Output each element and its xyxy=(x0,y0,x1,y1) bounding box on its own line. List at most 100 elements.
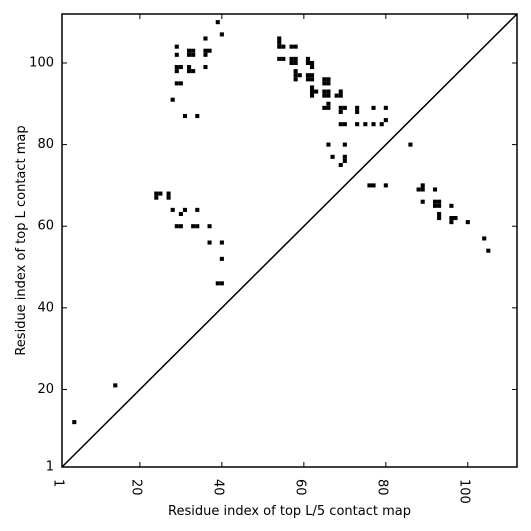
contact-point-41 xyxy=(203,36,208,41)
contact-point-3 xyxy=(154,191,159,196)
contact-point-80 xyxy=(326,89,331,94)
contact-point-38 xyxy=(203,52,208,57)
contact-point-108 xyxy=(371,183,376,188)
contact-point-95 xyxy=(379,122,384,127)
contact-point-101 xyxy=(326,142,331,147)
contact-point-52 xyxy=(293,44,298,49)
contact-point-13 xyxy=(195,224,200,229)
contact-point-56 xyxy=(293,60,298,66)
contact-point-117 xyxy=(437,203,442,208)
contact-point-24 xyxy=(182,113,188,119)
contact-point-65 xyxy=(305,77,310,82)
contact-point-121 xyxy=(437,211,442,217)
contact-point-113 xyxy=(420,183,425,188)
contact-point-106 xyxy=(338,162,343,168)
contact-point-17 xyxy=(219,240,224,245)
contact-point-88 xyxy=(338,105,343,110)
contact-point-87 xyxy=(338,109,343,114)
contact-point-34 xyxy=(187,52,192,57)
contact-point-46 xyxy=(281,56,286,61)
contact-point-4 xyxy=(158,191,163,196)
contact-point-11 xyxy=(182,207,188,212)
contact-point-96 xyxy=(355,109,360,114)
contact-point-100 xyxy=(383,118,388,123)
x-tick-label-100: 100 xyxy=(456,479,471,504)
x-tick-label-1: 1 xyxy=(51,479,66,487)
contact-point-84 xyxy=(334,93,339,98)
contact-point-89 xyxy=(342,105,347,110)
contact-point-49 xyxy=(277,40,282,45)
contact-point-59 xyxy=(293,69,298,74)
contact-point-37 xyxy=(191,48,196,53)
contact-point-74 xyxy=(326,81,331,86)
x-tick-label-40: 40 xyxy=(210,479,225,496)
y-axis-ticks: 1 20 40 60 80 100 xyxy=(29,55,517,475)
contact-point-0 xyxy=(72,420,77,425)
contact-point-22 xyxy=(174,81,179,86)
contact-point-23 xyxy=(178,81,183,86)
contact-point-10 xyxy=(178,211,183,217)
contact-point-63 xyxy=(305,56,310,61)
contact-point-78 xyxy=(326,93,331,98)
y-tick-label-1: 1 xyxy=(46,460,54,475)
contact-point-47 xyxy=(277,44,282,49)
contact-point-60 xyxy=(297,73,302,78)
contact-point-109 xyxy=(383,183,388,188)
contact-point-32 xyxy=(174,52,179,57)
contact-point-127 xyxy=(482,236,487,241)
contact-point-66 xyxy=(310,77,315,82)
contact-point-85 xyxy=(338,93,343,98)
contact-point-28 xyxy=(178,65,183,70)
contact-point-94 xyxy=(371,122,376,127)
x-axis-ticks: 1 20 40 60 80 100 xyxy=(51,14,471,504)
contact-point-57 xyxy=(293,77,298,82)
contact-point-9 xyxy=(178,224,183,229)
contact-point-54 xyxy=(293,56,298,61)
contact-point-99 xyxy=(383,105,388,110)
contact-point-75 xyxy=(322,77,327,82)
contact-point-86 xyxy=(338,89,343,94)
contact-point-55 xyxy=(289,60,294,66)
contact-point-67 xyxy=(305,73,310,78)
contact-point-61 xyxy=(305,60,310,66)
contact-point-69 xyxy=(310,93,315,98)
contact-point-116 xyxy=(432,203,438,208)
points-layer xyxy=(72,20,491,425)
contact-point-90 xyxy=(338,122,343,127)
contact-point-43 xyxy=(215,20,220,25)
contact-point-123 xyxy=(449,220,454,225)
contact-point-48 xyxy=(281,44,286,49)
contact-point-119 xyxy=(437,199,442,204)
contact-point-122 xyxy=(449,203,454,208)
contact-point-18 xyxy=(219,256,224,261)
contact-point-73 xyxy=(322,81,327,86)
contact-point-71 xyxy=(310,85,315,90)
contact-point-118 xyxy=(432,199,438,204)
contact-point-120 xyxy=(437,216,442,221)
contact-point-77 xyxy=(322,93,327,98)
contact-point-5 xyxy=(166,195,171,200)
contact-point-19 xyxy=(215,281,220,286)
contact-point-16 xyxy=(207,224,212,229)
y-axis-label: Residue index of top L contact map xyxy=(14,125,29,355)
contact-point-76 xyxy=(326,77,331,82)
contact-point-83 xyxy=(326,101,331,106)
x-axis-label: Residue index of top L/5 contact map xyxy=(168,504,411,519)
contact-point-110 xyxy=(408,142,413,147)
contact-point-29 xyxy=(187,69,192,74)
contact-point-25 xyxy=(195,113,200,119)
contact-point-12 xyxy=(191,224,196,229)
y-tick-label-80: 80 xyxy=(37,137,54,152)
x-tick-label-20: 20 xyxy=(128,479,143,496)
contact-point-30 xyxy=(187,65,192,70)
contact-point-104 xyxy=(342,158,347,163)
contact-point-70 xyxy=(310,89,315,94)
contact-point-93 xyxy=(363,122,368,127)
x-tick-label-80: 80 xyxy=(374,479,389,496)
contact-point-2 xyxy=(154,195,159,200)
contact-point-42 xyxy=(203,65,208,70)
contact-point-111 xyxy=(416,187,421,192)
contact-point-6 xyxy=(166,191,171,196)
contact-point-21 xyxy=(170,97,175,102)
